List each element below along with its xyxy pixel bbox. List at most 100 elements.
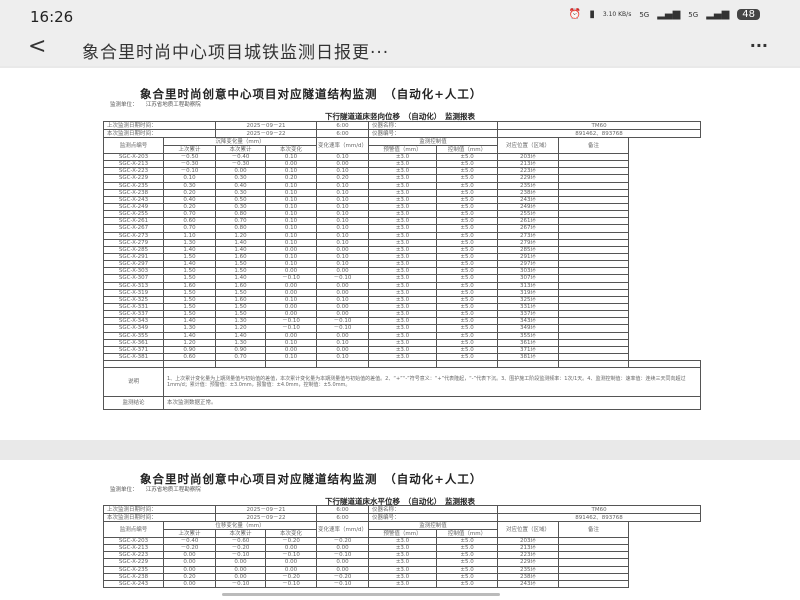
last-cumulative: 0.20 xyxy=(162,572,217,581)
this-change: 0.00 xyxy=(265,267,318,276)
remark xyxy=(558,181,630,190)
col-control: 监测控制值 xyxy=(368,521,499,530)
point-id: SGC-X-285 xyxy=(103,245,164,254)
instrument-name-label: 仪器名称： xyxy=(368,121,499,130)
warning-value: ±3.0 xyxy=(368,572,438,581)
doc-title: 象合里时尚创意中心项目对应隧道结构监测 （自动化+人工） xyxy=(140,87,483,101)
remark xyxy=(558,195,630,204)
last-cumulative: 0.00 xyxy=(162,551,217,560)
blank-cell xyxy=(628,360,702,369)
rate: 0.10 xyxy=(316,202,370,212)
rate: 0.10 xyxy=(316,181,370,190)
table-row: SGC-X-223 －0.10 0.00 0.10 0.10 ±3.0 ±5.0 223环 xyxy=(103,167,701,176)
this-change: 0.10 xyxy=(265,252,318,262)
remark xyxy=(558,160,630,169)
this-change: 0.10 xyxy=(265,202,318,212)
this-cumulative: 1.30 xyxy=(215,317,267,326)
rate: 0.10 xyxy=(316,252,370,262)
remark xyxy=(558,338,630,347)
table-row: SGC-X-349 1.30 1.20 －0.10 －0.10 ±3.0 ±5.0 349环 xyxy=(103,324,701,333)
this-change: 0.10 xyxy=(265,238,318,247)
control-value: ±5.0 xyxy=(436,274,499,283)
more-ellipsis-icon[interactable]: ··· xyxy=(749,36,768,55)
last-date: 2025－09－21 xyxy=(215,505,318,514)
position: 213环 xyxy=(497,544,560,553)
table-row: SGC-X-307 1.50 1.40 －0.10 －0.10 ±3.0 ±5.0 307环 xyxy=(103,274,701,283)
this-cumulative: 1.30 xyxy=(215,338,267,347)
table-row: SGC-X-355 1.40 1.40 0.00 0.00 ±3.0 ±5.0 355环 xyxy=(103,331,701,340)
clock: 16:26 xyxy=(30,8,74,26)
point-id: SGC-X-213 xyxy=(103,160,164,169)
warning-value: ±3.0 xyxy=(368,174,438,183)
instrument-no-label: 仪器编号： xyxy=(368,129,499,138)
this-change: 0.00 xyxy=(265,565,318,574)
point-id: SGC-X-349 xyxy=(103,324,164,333)
this-cumulative: 1.60 xyxy=(215,281,267,290)
last-cumulative: 1.40 xyxy=(162,331,217,340)
this-cumulative: －0.10 xyxy=(215,579,267,588)
point-id: SGC-X-361 xyxy=(103,338,164,347)
this-cumulative: 1.50 xyxy=(215,267,267,276)
rate: 0.00 xyxy=(316,281,370,290)
this-change: 0.10 xyxy=(265,152,318,162)
last-cumulative: 1.30 xyxy=(162,324,217,333)
table-row: SGC-X-243 0.00 －0.10 －0.10 －0.10 ±3.0 ±5.0 243环 xyxy=(103,579,701,588)
point-id: SGC-X-273 xyxy=(103,231,164,240)
warning-value: ±3.0 xyxy=(368,345,438,354)
position: 349环 xyxy=(497,324,560,333)
position: 203环 xyxy=(497,152,560,162)
control-value: ±5.0 xyxy=(436,217,499,226)
last-cumulative: 0.70 xyxy=(162,210,217,219)
position: 319环 xyxy=(497,288,560,297)
this-change: 0.10 xyxy=(265,210,318,219)
remark xyxy=(558,188,630,197)
table-row: SGC-X-203 －0.50 －0.40 0.10 0.10 ±3.0 ±5.0 203环 xyxy=(103,152,701,162)
remark xyxy=(558,260,630,269)
position: 235环 xyxy=(497,181,560,190)
col-rate: 变化速率（mm/d） xyxy=(316,137,370,154)
this-change: 0.10 xyxy=(265,224,318,233)
warning-value: ±3.0 xyxy=(368,217,438,226)
this-change: 0.00 xyxy=(265,310,318,319)
signal-icon-2: 5G xyxy=(688,10,699,19)
net-speed: 3.10 KB/s xyxy=(602,11,632,18)
rate: 0.10 xyxy=(316,231,370,240)
back-chevron-icon[interactable]: < xyxy=(28,34,47,59)
this-change: －0.10 xyxy=(265,274,318,283)
control-value: ±5.0 xyxy=(436,338,499,347)
rate: －0.10 xyxy=(316,324,370,333)
remark xyxy=(558,267,630,276)
warning-value: ±3.0 xyxy=(368,281,438,290)
warning-value: ±3.0 xyxy=(368,260,438,269)
last-cumulative: 0.10 xyxy=(162,174,217,183)
control-value: ±5.0 xyxy=(436,536,499,546)
warning-value: ±3.0 xyxy=(368,310,438,319)
rate: 0.10 xyxy=(316,188,370,197)
this-change: 0.00 xyxy=(265,558,318,567)
warning-value: ±3.0 xyxy=(368,317,438,326)
horizontal-scrollbar[interactable] xyxy=(222,593,500,596)
info-row: 上次监测日期时间： 2025－09－21 6:00 仪器名称： TM60 xyxy=(102,121,702,130)
info-row: 本次监测日期时间： 2025－09－22 6:00 仪器编号： 891462、89376… xyxy=(102,129,702,138)
control-value: ±5.0 xyxy=(436,544,499,553)
rate: 0.10 xyxy=(316,224,370,233)
col-this-cum: 本次累计 xyxy=(215,529,267,538)
control-value: ±5.0 xyxy=(436,281,499,290)
last-cumulative: 0.30 xyxy=(162,181,217,190)
control-value: ±5.0 xyxy=(436,224,499,233)
table-row: SGC-X-361 1.20 1.30 0.10 0.10 ±3.0 ±5.0 361环 xyxy=(103,338,701,347)
remark xyxy=(558,310,630,319)
this-cumulative: －0.10 xyxy=(215,551,267,560)
blank-cell xyxy=(215,360,267,369)
remark xyxy=(558,245,630,254)
rate: 0.00 xyxy=(316,331,370,340)
point-id: SGC-X-267 xyxy=(103,224,164,233)
this-date-label: 本次监测日期时间： xyxy=(102,513,217,522)
this-cumulative: 1.50 xyxy=(215,260,267,269)
vibrate-icon: ▮ xyxy=(589,9,595,20)
table-row: SGC-X-267 0.70 0.80 0.10 0.10 ±3.0 ±5.0 267环 xyxy=(103,224,701,233)
this-change: －0.10 xyxy=(265,324,318,333)
warning-value: ±3.0 xyxy=(368,331,438,340)
control-value: ±5.0 xyxy=(436,572,499,581)
this-date: 2025－09－22 xyxy=(215,129,318,138)
